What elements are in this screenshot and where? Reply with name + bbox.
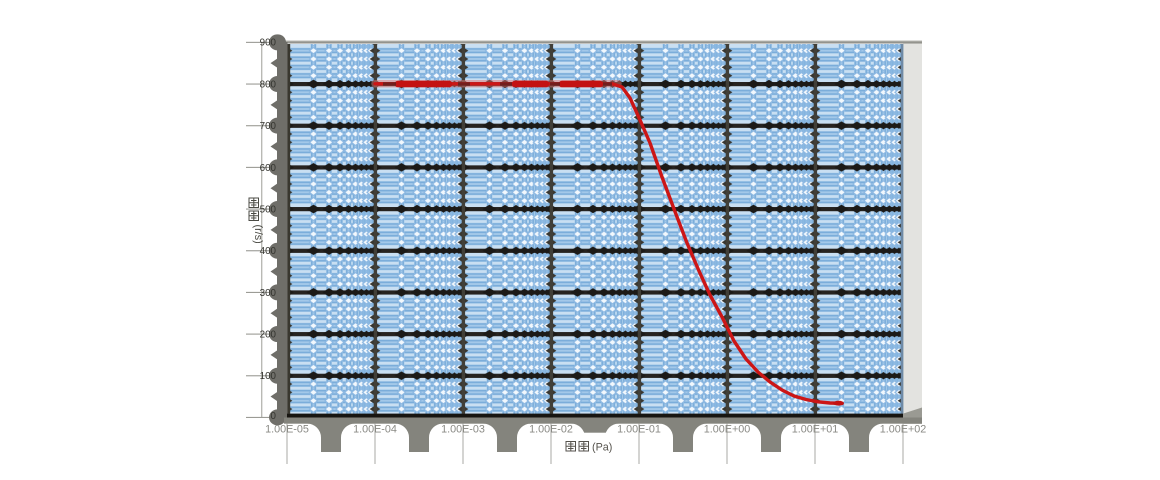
svg-text:1.00E+01: 1.00E+01 bbox=[792, 424, 839, 436]
svg-text:(Pa): (Pa) bbox=[592, 442, 612, 454]
svg-text:200: 200 bbox=[260, 329, 277, 340]
svg-text:1.00E-02: 1.00E-02 bbox=[529, 424, 573, 436]
svg-text:500: 500 bbox=[260, 204, 277, 215]
svg-text:700: 700 bbox=[260, 121, 277, 132]
svg-text:1.00E-03: 1.00E-03 bbox=[441, 424, 485, 436]
svg-text:300: 300 bbox=[260, 288, 277, 299]
svg-text:1.00E+00: 1.00E+00 bbox=[704, 424, 751, 436]
svg-text:900: 900 bbox=[260, 38, 277, 49]
svg-text:600: 600 bbox=[260, 163, 277, 174]
svg-text:1.00E-05: 1.00E-05 bbox=[265, 424, 309, 436]
svg-text:100: 100 bbox=[260, 371, 277, 382]
svg-text:(r/s): (r/s) bbox=[252, 225, 264, 244]
svg-text:0: 0 bbox=[271, 411, 277, 422]
svg-text:400: 400 bbox=[260, 246, 277, 257]
svg-text:1.00E-04: 1.00E-04 bbox=[353, 424, 397, 436]
svg-text:1.00E+02: 1.00E+02 bbox=[880, 424, 927, 436]
svg-text:800: 800 bbox=[260, 79, 277, 90]
svg-text:1.00E-01: 1.00E-01 bbox=[617, 424, 661, 436]
